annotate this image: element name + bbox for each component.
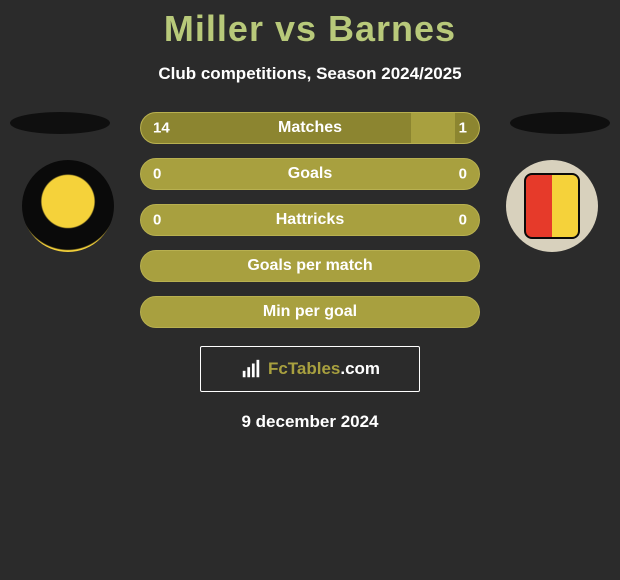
stat-bar-hattricks: 0 Hattricks 0	[140, 204, 480, 236]
stat-label: Min per goal	[263, 303, 357, 321]
stat-value-left: 0	[153, 212, 161, 229]
date-label: 9 december 2024	[0, 412, 620, 432]
stat-bar-matches: 14 Matches 1	[140, 112, 480, 144]
team-badge-right-inner	[524, 173, 580, 239]
stat-value-right: 0	[459, 166, 467, 183]
stat-bar-goals: 0 Goals 0	[140, 158, 480, 190]
team-shadow-left	[10, 112, 110, 134]
team-shadow-right	[510, 112, 610, 134]
stat-bar-goals-per-match: Goals per match	[140, 250, 480, 282]
brand-watermark[interactable]: FcTables.com	[200, 346, 420, 392]
chart-icon	[240, 358, 262, 380]
team-badge-left	[22, 160, 114, 252]
stat-label: Matches	[278, 119, 342, 137]
comparison-panel: 14 Matches 1 0 Goals 0 0 Hattricks 0 Goa…	[0, 112, 620, 432]
page-subtitle: Club competitions, Season 2024/2025	[0, 64, 620, 84]
stat-value-left: 14	[153, 120, 170, 137]
page-title: Miller vs Barnes	[0, 0, 620, 50]
stat-label: Goals per match	[247, 257, 372, 275]
stat-value-right: 1	[459, 120, 467, 137]
stats-bars: 14 Matches 1 0 Goals 0 0 Hattricks 0 Goa…	[140, 112, 480, 328]
stat-value-right: 0	[459, 212, 467, 229]
stat-value-left: 0	[153, 166, 161, 183]
stat-fill-left	[141, 113, 411, 143]
team-badge-right	[506, 160, 598, 252]
stat-label: Hattricks	[276, 211, 344, 229]
brand-text: FcTables.com	[268, 359, 380, 379]
stat-bar-min-per-goal: Min per goal	[140, 296, 480, 328]
stat-label: Goals	[288, 165, 332, 183]
